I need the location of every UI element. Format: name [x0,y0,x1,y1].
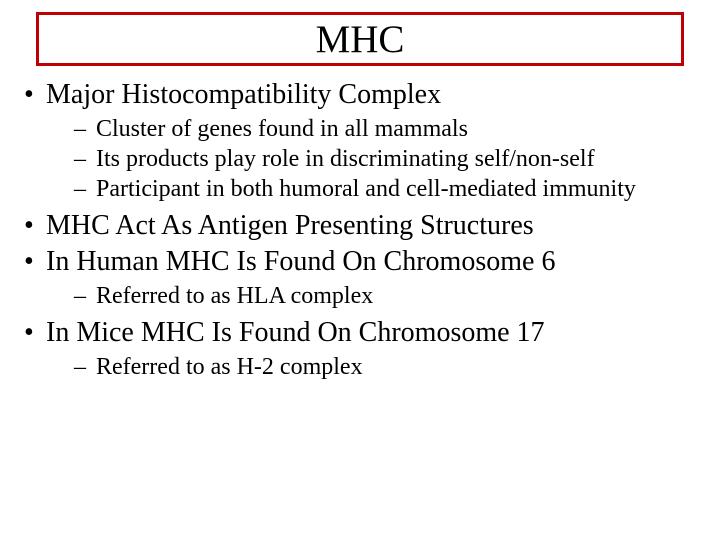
bullet-text: MHC Act As Antigen Presenting Structures [46,210,534,241]
sub-bullet-item: Referred to as HLA complex [74,281,708,311]
sub-bullet-list: Referred to as HLA complex [46,281,708,311]
slide: MHC Major Histocompatibility Complex Clu… [0,0,720,540]
bullet-item: MHC Act As Antigen Presenting Structures [18,208,708,243]
sub-bullet-text: Its products play role in discriminating… [96,146,595,172]
bullet-text: Major Histocompatibility Complex [46,79,441,110]
bullet-list: Major Histocompatibility Complex Cluster… [18,77,708,382]
sub-bullet-text: Referred to as H-2 complex [96,354,363,380]
sub-bullet-item: Participant in both humoral and cell-med… [74,174,708,204]
bullet-text: In Mice MHC Is Found On Chromosome 17 [46,317,545,348]
slide-title: MHC [316,20,405,59]
content-area: Major Histocompatibility Complex Cluster… [18,77,708,386]
sub-bullet-list: Referred to as H-2 complex [46,352,708,382]
sub-bullet-item: Its products play role in discriminating… [74,144,708,174]
sub-bullet-list: Cluster of genes found in all mammals It… [46,114,708,204]
sub-bullet-text: Cluster of genes found in all mammals [96,116,468,142]
sub-bullet-text: Referred to as HLA complex [96,283,373,309]
bullet-text: In Human MHC Is Found On Chromosome 6 [46,246,555,277]
bullet-item: Major Histocompatibility Complex Cluster… [18,77,708,204]
title-box: MHC [36,12,684,66]
sub-bullet-text: Participant in both humoral and cell-med… [96,176,636,202]
bullet-item: In Human MHC Is Found On Chromosome 6 Re… [18,244,708,311]
sub-bullet-item: Cluster of genes found in all mammals [74,114,708,144]
sub-bullet-item: Referred to as H-2 complex [74,352,708,382]
bullet-item: In Mice MHC Is Found On Chromosome 17 Re… [18,315,708,382]
